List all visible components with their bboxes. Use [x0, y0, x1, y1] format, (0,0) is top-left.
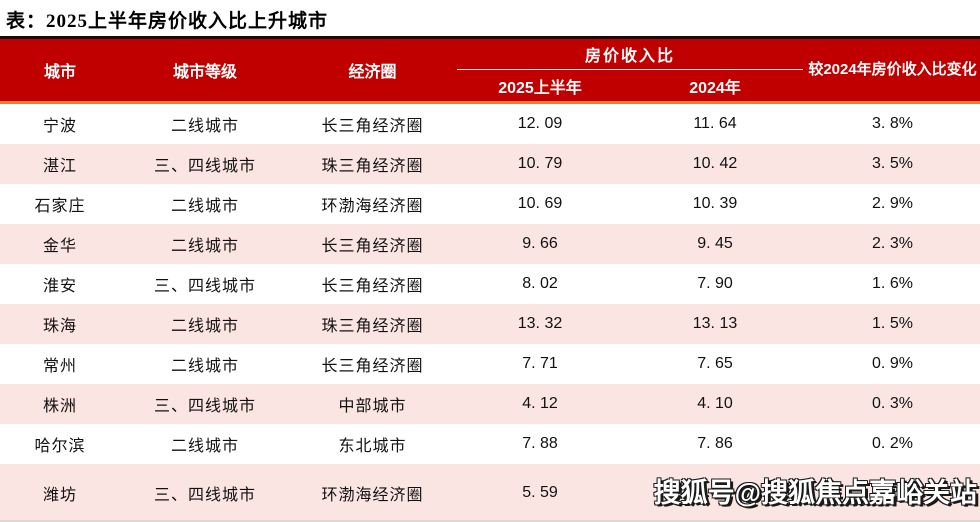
header-ratio-group: 房价收入比 2025上半年 2024年 [455, 39, 805, 101]
table-body: 宁波 二线城市 长三角经济圈 12. 09 11. 64 3. 8% 湛江 三、… [0, 104, 980, 520]
cell-ratio-2024: 9. 45 [697, 235, 733, 252]
header-tier: 城市等级 [172, 64, 237, 81]
cell-ratio-2024: 7. 90 [697, 275, 733, 292]
cell-change: 2. 9% [872, 195, 913, 212]
cell-circle: 东北城市 [338, 438, 407, 455]
cell-change: 3. 5% [872, 155, 913, 172]
cell-circle: 珠三角经济圈 [321, 318, 424, 335]
cell-circle: 长三角经济圈 [321, 238, 424, 255]
cell-city: 株洲 [42, 398, 77, 415]
table-row: 石家庄 二线城市 环渤海经济圈 10. 69 10. 39 2. 9% [0, 184, 980, 224]
cell-ratio-2025h1: 13. 32 [517, 315, 563, 332]
cell-ratio-2025h1: 10. 79 [517, 155, 563, 172]
cell-tier: 三、四线城市 [153, 158, 256, 175]
cell-circle: 珠三角经济圈 [321, 158, 424, 175]
table-row: 常州 二线城市 长三角经济圈 7. 71 7. 65 0. 9% [0, 344, 980, 384]
cell-city: 潍坊 [42, 487, 77, 504]
cell-tier: 二线城市 [170, 238, 239, 255]
cell-ratio-2025h1: 10. 69 [517, 195, 563, 212]
cell-ratio-2025h1: 12. 09 [517, 115, 563, 132]
table-row: 宁波 二线城市 长三角经济圈 12. 09 11. 64 3. 8% [0, 104, 980, 144]
cell-city: 哈尔滨 [34, 438, 86, 455]
header-change: 较2024年房价收入比变化 [808, 60, 977, 78]
cell-ratio-2025h1: 9. 66 [522, 235, 558, 252]
cell-ratio-2024: 5. 58 [697, 484, 733, 501]
table-title: 表：2025上半年房价收入比上升城市 [6, 11, 329, 32]
cell-ratio-2025h1: 4. 12 [522, 395, 558, 412]
cell-ratio-2024: 7. 86 [697, 435, 733, 452]
cell-change: 0. 9% [872, 355, 913, 372]
cell-city: 珠海 [42, 318, 77, 335]
cell-tier: 三、四线城市 [153, 398, 256, 415]
cell-ratio-2024: 10. 39 [692, 195, 738, 212]
cell-tier: 三、四线城市 [153, 487, 256, 504]
cell-city: 常州 [42, 358, 77, 375]
cell-tier: 二线城市 [170, 118, 239, 135]
cell-tier: 二线城市 [170, 318, 239, 335]
cell-city: 淮安 [42, 278, 77, 295]
header-city: 城市 [43, 64, 76, 81]
cell-city: 宁波 [42, 118, 77, 135]
cell-circle: 长三角经济圈 [321, 358, 424, 375]
cell-ratio-2025h1: 7. 71 [522, 355, 558, 372]
table-row: 淮安 三、四线城市 长三角经济圈 8. 02 7. 90 1. 6% [0, 264, 980, 304]
cell-change: 0. 3% [872, 395, 913, 412]
table-header: 城市 城市等级 经济圈 房价收入比 2025上半年 2024年 较2024年房价… [0, 36, 980, 104]
table-row: 潍坊 三、四线城市 环渤海经济圈 5. 59 5. 58 0. 2% [0, 464, 980, 520]
table-row: 哈尔滨 二线城市 东北城市 7. 88 7. 86 0. 2% [0, 424, 980, 464]
cell-city: 石家庄 [34, 198, 86, 215]
header-ratio-group-label: 房价收入比 [457, 39, 803, 70]
table-row: 珠海 二线城市 珠三角经济圈 13. 32 13. 13 1. 5% [0, 304, 980, 344]
cell-change: 0. 2% [872, 435, 913, 452]
cell-change: 1. 6% [872, 275, 913, 292]
table-row: 金华 二线城市 长三角经济圈 9. 66 9. 45 2. 3% [0, 224, 980, 264]
cell-ratio-2025h1: 8. 02 [522, 275, 558, 292]
cell-change: 0. 2% [872, 484, 913, 501]
cell-ratio-2024: 10. 42 [692, 155, 738, 172]
header-ratio-2024: 2024年 [689, 79, 741, 97]
header-circle: 经济圈 [348, 64, 397, 81]
table-row: 湛江 三、四线城市 珠三角经济圈 10. 79 10. 42 3. 5% [0, 144, 980, 184]
cell-circle: 环渤海经济圈 [321, 198, 424, 215]
cell-ratio-2024: 11. 64 [693, 115, 737, 132]
cell-tier: 二线城市 [170, 198, 239, 215]
cell-change: 2. 3% [872, 235, 913, 252]
cell-ratio-2025h1: 5. 59 [522, 484, 558, 501]
cell-city: 金华 [42, 238, 77, 255]
cell-tier: 三、四线城市 [153, 278, 256, 295]
cell-circle: 长三角经济圈 [321, 118, 424, 135]
cell-tier: 二线城市 [170, 438, 239, 455]
cell-ratio-2024: 4. 10 [697, 395, 733, 412]
header-ratio-subcolumns: 2025上半年 2024年 [455, 70, 805, 101]
header-ratio-2025h1: 2025上半年 [498, 79, 582, 97]
house-price-income-table: 城市 城市等级 经济圈 房价收入比 2025上半年 2024年 较2024年房价… [0, 36, 980, 520]
cell-circle: 长三角经济圈 [321, 278, 424, 295]
cell-change: 3. 8% [872, 115, 913, 132]
cell-ratio-2024: 7. 65 [697, 355, 733, 372]
cell-tier: 二线城市 [170, 358, 239, 375]
cell-ratio-2025h1: 7. 88 [522, 435, 558, 452]
cell-circle: 环渤海经济圈 [321, 487, 424, 504]
table-row: 株洲 三、四线城市 中部城市 4. 12 4. 10 0. 3% [0, 384, 980, 424]
cell-city: 湛江 [42, 158, 77, 175]
cell-circle: 中部城市 [338, 398, 407, 415]
cell-ratio-2024: 13. 13 [692, 315, 738, 332]
cell-change: 1. 5% [872, 315, 913, 332]
